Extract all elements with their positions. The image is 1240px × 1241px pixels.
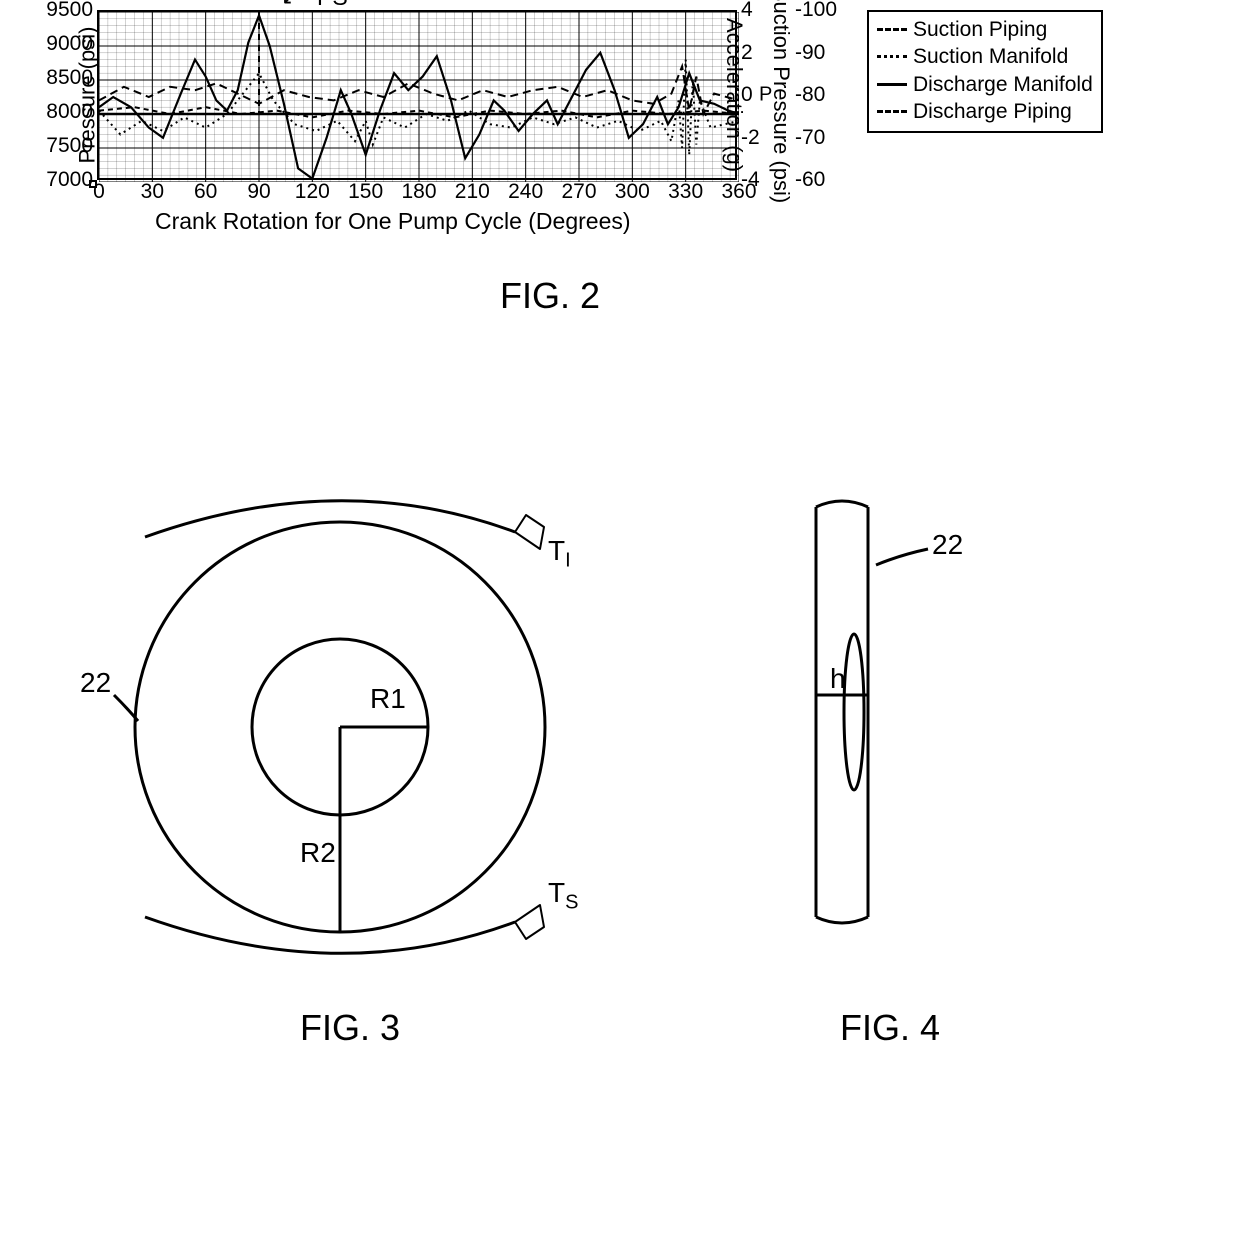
fig4-diagram: h 22 — [750, 477, 1030, 947]
xtick: 240 — [508, 180, 543, 204]
fig3-part-label: 22 — [80, 667, 111, 699]
fig3-diagram: 22 R1 R2 TI TS — [70, 477, 630, 977]
fig4-caption: FIG. 4 — [750, 1007, 1030, 1049]
xtick: 60 — [194, 180, 217, 204]
fig3-r1-label: R1 — [370, 683, 406, 715]
fig2-yaxis-right2-label: Suction Pressure (psi) — [768, 0, 794, 203]
fig2-plot-area: 0306090120150180210240270300330360 — [97, 10, 737, 180]
xtick: 180 — [401, 180, 436, 204]
fig2-xaxis-ticks: 0306090120150180210240270300330360 — [99, 178, 735, 204]
fig3-torque-top: TI — [548, 535, 571, 573]
fig2-yaxis-left: Pressure (psi) 700075008000850090009500 — [25, 10, 97, 180]
fig2-legend: Suction PipingSuction ManifoldDischarge … — [867, 10, 1103, 133]
fig3-caption: FIG. 3 — [70, 1007, 630, 1049]
legend-item: Discharge Manifold — [877, 71, 1093, 98]
xtick: 120 — [295, 180, 330, 204]
xtick: 270 — [561, 180, 596, 204]
legend-item: Suction Piping — [877, 16, 1093, 43]
fig2-yaxis-right2: Suction Pressure (psi) -60-70-80-90-100 — [791, 10, 863, 180]
fig2-caption: FIG. 2 — [10, 275, 1090, 317]
xtick: 30 — [141, 180, 164, 204]
fig3-torque-bottom: TS — [548, 877, 578, 915]
xtick: 90 — [247, 180, 270, 204]
fig4-h-label: h — [830, 663, 846, 695]
fig4-part-label: 22 — [932, 529, 963, 561]
legend-item: Suction Manifold — [877, 43, 1093, 70]
xtick: 300 — [615, 180, 650, 204]
fig2-xaxis-label: Crank Rotation for One Pump Cycle (Degre… — [155, 208, 1105, 235]
legend-item: Discharge Piping — [877, 98, 1093, 125]
xtick: 150 — [348, 180, 383, 204]
fig3-r2-label: R2 — [300, 837, 336, 869]
xtick: 210 — [455, 180, 490, 204]
fig2-chart: ↙ PS Pressure (psi) 70007500800085009000… — [25, 10, 1105, 235]
xtick: 330 — [668, 180, 703, 204]
